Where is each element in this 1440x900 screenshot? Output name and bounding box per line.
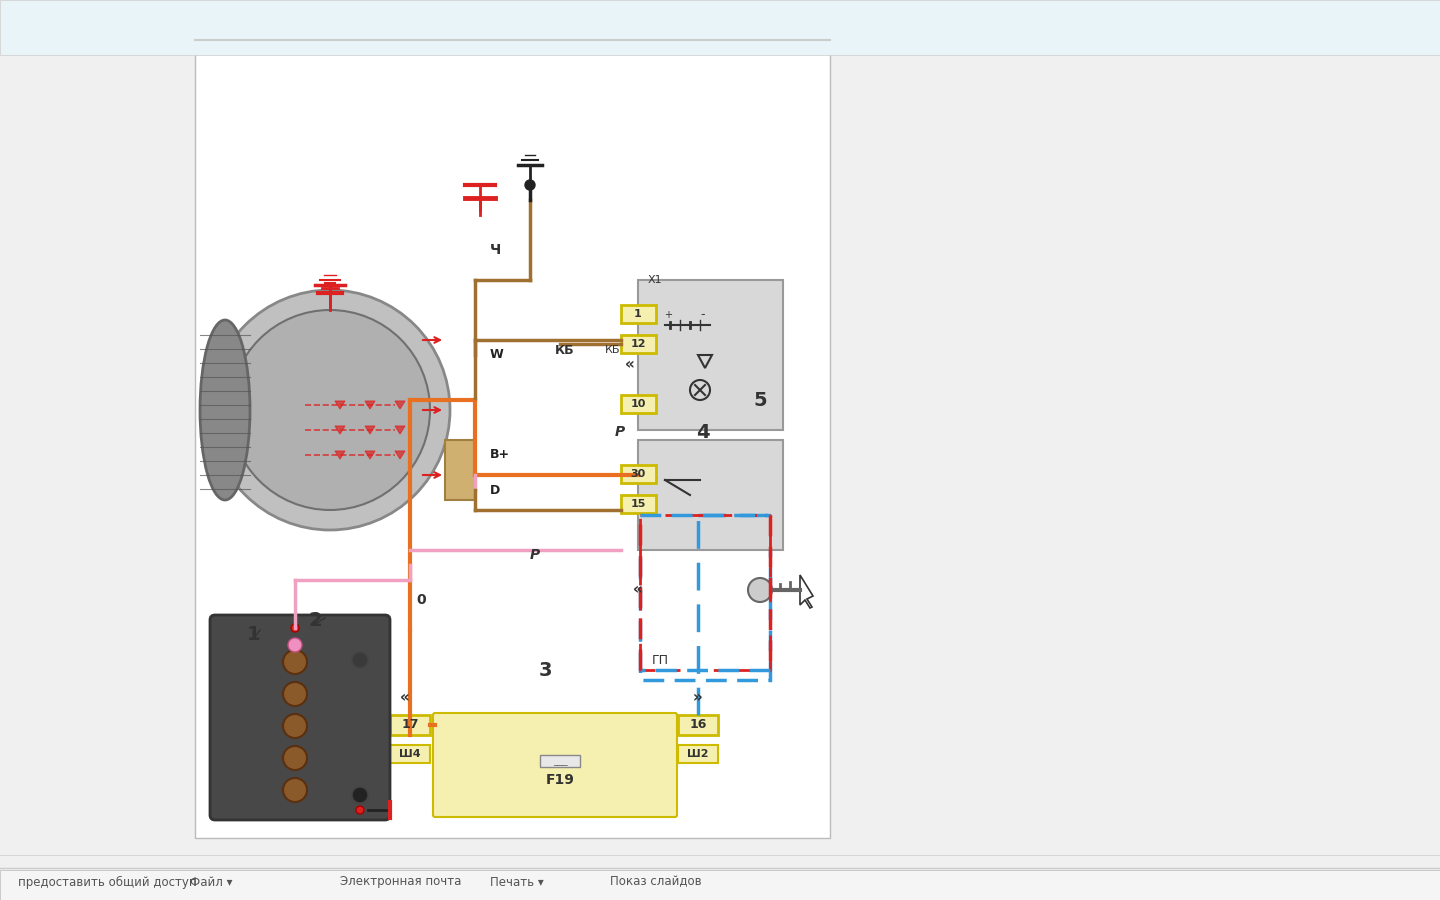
Circle shape [526,180,536,190]
Bar [621,465,657,483]
Circle shape [351,652,369,668]
Text: 1: 1 [634,309,642,319]
Text: Ш4: Ш4 [399,749,420,759]
Polygon shape [336,426,346,434]
Bar [638,440,783,550]
Text: 2: 2 [308,610,321,629]
Text: «: « [625,357,635,373]
Text: 0: 0 [416,593,426,607]
Circle shape [284,714,307,738]
Text: Ч: Ч [490,243,501,257]
Polygon shape [395,401,405,409]
Text: КБ: КБ [605,345,621,355]
Text: 30: 30 [631,469,645,479]
Text: «: « [400,690,410,706]
Polygon shape [801,575,814,608]
Circle shape [747,578,772,602]
Circle shape [284,682,307,706]
Circle shape [356,806,364,814]
Bar [194,28,829,838]
Bar [0,0,1440,55]
Bar [621,495,657,513]
Text: Файл ▾: Файл ▾ [190,876,232,888]
Text: -: - [701,309,706,321]
Polygon shape [364,426,374,434]
Bar [678,715,719,735]
Bar [390,715,431,735]
Text: Электронная почта: Электронная почта [340,876,461,888]
Ellipse shape [210,290,449,530]
FancyBboxPatch shape [210,615,390,820]
Ellipse shape [200,320,251,500]
Polygon shape [395,451,405,459]
Text: 16: 16 [690,718,707,732]
Text: D: D [490,483,500,497]
Bar [621,335,657,353]
Bar [621,305,657,323]
Bar [678,745,719,763]
Text: B+: B+ [490,448,510,462]
Text: W: W [490,348,504,362]
Bar [445,440,475,500]
Text: Показ слайдов: Показ слайдов [611,876,701,888]
Text: ГП: ГП [651,653,668,667]
Circle shape [230,310,431,510]
Text: 10: 10 [631,399,645,409]
Text: 15: 15 [631,499,645,509]
Polygon shape [364,451,374,459]
Text: предоставить общий доступ: предоставить общий доступ [17,876,197,888]
Text: «: « [634,582,642,598]
Text: КБ: КБ [554,344,575,356]
Circle shape [291,624,300,632]
Polygon shape [336,401,346,409]
Circle shape [284,746,307,770]
FancyBboxPatch shape [433,713,677,817]
Bar [621,395,657,413]
Text: ___: ___ [553,756,567,766]
Text: X1: X1 [648,275,662,285]
Text: Печать ▾: Печать ▾ [490,876,544,888]
Text: »: » [693,690,703,706]
Circle shape [288,638,302,652]
Text: 5: 5 [753,391,768,410]
Circle shape [351,787,369,803]
Text: 17: 17 [402,718,419,732]
Text: 12: 12 [631,339,645,349]
Bar [638,280,783,430]
Text: 4: 4 [696,422,710,442]
Circle shape [284,778,307,802]
Circle shape [284,650,307,674]
Text: F19: F19 [546,773,575,787]
Polygon shape [364,401,374,409]
Bar [390,745,431,763]
Text: P: P [615,425,625,439]
Text: 1: 1 [248,625,261,643]
Bar [0,870,1440,900]
Text: P: P [530,548,540,562]
Text: 3: 3 [539,661,552,680]
Polygon shape [395,426,405,434]
Text: Ш2: Ш2 [687,749,708,759]
Text: +: + [664,310,672,320]
Bar [639,510,770,680]
Bar [540,755,580,767]
Polygon shape [336,451,346,459]
